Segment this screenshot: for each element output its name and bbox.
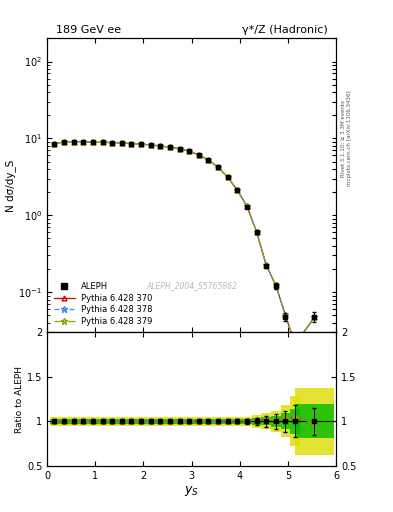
X-axis label: $y_S$: $y_S$ (184, 483, 199, 498)
Text: 189 GeV ee: 189 GeV ee (56, 26, 121, 35)
Text: Rivet 3.1.10; ≥ 3.3M events: Rivet 3.1.10; ≥ 3.3M events (341, 100, 346, 177)
Text: mcplots.cern.ch [arXiv:1306.3436]: mcplots.cern.ch [arXiv:1306.3436] (347, 91, 352, 186)
Y-axis label: Ratio to ALEPH: Ratio to ALEPH (15, 366, 24, 433)
Y-axis label: N dσ/dy_S: N dσ/dy_S (5, 159, 16, 211)
Text: γ*/Z (Hadronic): γ*/Z (Hadronic) (242, 26, 327, 35)
Legend: ALEPH, Pythia 6.428 370, Pythia 6.428 378, Pythia 6.428 379: ALEPH, Pythia 6.428 370, Pythia 6.428 37… (51, 280, 155, 328)
Text: ALEPH_2004_S5765862: ALEPH_2004_S5765862 (146, 281, 237, 290)
